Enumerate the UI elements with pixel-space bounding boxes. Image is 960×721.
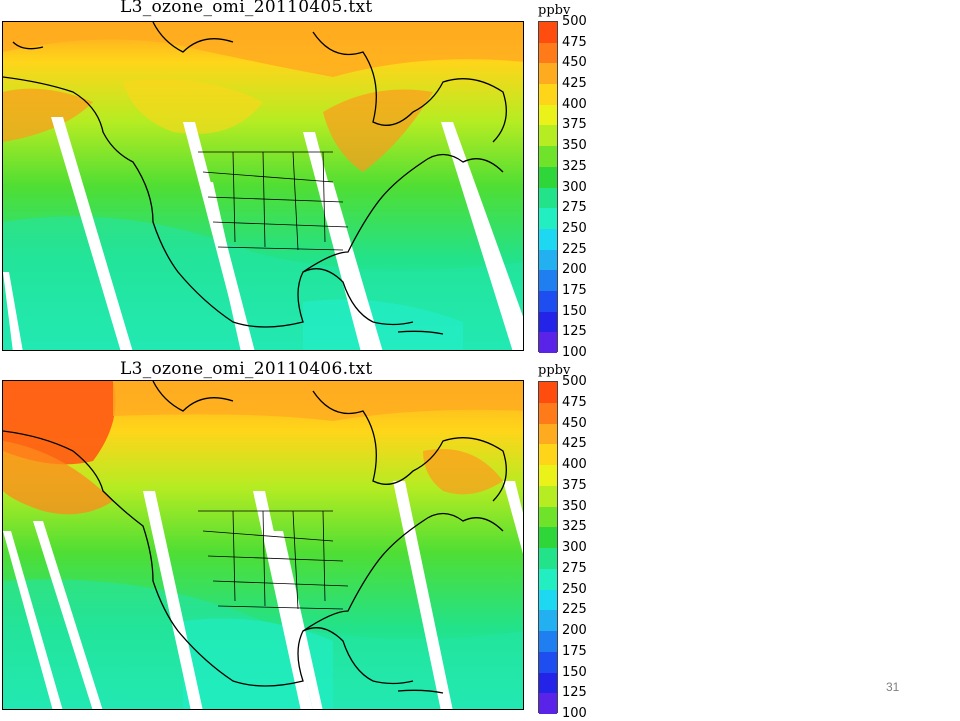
colorbar-tick-label: 275 — [562, 560, 587, 576]
colorbar-segment — [539, 208, 557, 229]
colorbar-1 — [538, 21, 558, 353]
colorbar-tick-label: 375 — [562, 477, 587, 493]
colorbar-tick-label: 100 — [562, 706, 587, 721]
coastlines — [3, 381, 507, 694]
colorbar-segment — [539, 548, 557, 569]
colorbar-tick-label: 450 — [562, 55, 587, 71]
mid-ozone-patch — [123, 79, 263, 134]
colorbar-segment — [539, 249, 557, 271]
high-ozone-patch-east — [323, 89, 433, 172]
colorbar-tick-label: 275 — [562, 200, 587, 216]
colorbar-segment — [539, 693, 557, 714]
colorbar-segment — [539, 672, 557, 694]
colorbar-segment — [539, 311, 557, 333]
colorbar-tick-label: 175 — [562, 282, 587, 298]
map-panel-1: L3_ozone_omi_20110405.txt — [0, 0, 610, 360]
high-ozone-band-west — [3, 441, 113, 515]
colorbar-segment — [539, 651, 557, 673]
colorbar-segment — [539, 485, 557, 507]
colorbar-tick-label: 150 — [562, 303, 587, 319]
colorbar-segment — [539, 527, 557, 548]
colorbar-segment — [539, 568, 557, 590]
ozone-map-2 — [3, 381, 523, 709]
colorbar-segment — [539, 228, 557, 250]
colorbar-tick-label: 325 — [562, 519, 587, 535]
page-number: 31 — [886, 680, 900, 694]
colorbar-segment — [539, 465, 557, 486]
colorbar-unit-1: ppbv — [538, 3, 571, 18]
high-ozone-patch-northwest — [3, 381, 116, 465]
colorbar-tick-label: 400 — [562, 96, 587, 112]
colorbar-segment — [539, 332, 557, 353]
colorbar-segment — [539, 63, 557, 85]
colorbar-tick-label: 150 — [562, 664, 587, 680]
colorbar-tick-label: 475 — [562, 394, 587, 410]
colorbar-segment — [539, 22, 557, 43]
colorbar-tick-label: 225 — [562, 241, 587, 257]
high-ozone-patch-east — [423, 449, 503, 495]
coastlines — [3, 22, 507, 335]
colorbar-segment — [539, 84, 557, 105]
state-borders — [198, 510, 349, 610]
colorbar-tick-label: 200 — [562, 623, 587, 638]
colorbar-segment — [539, 166, 557, 188]
colorbar-segment — [539, 631, 557, 652]
colorbar-tick-label: 450 — [562, 415, 587, 431]
colorbar-segment — [539, 187, 557, 209]
colorbar-tick-label: 300 — [562, 179, 587, 195]
colorbar-segment — [539, 589, 557, 611]
colorbar-tick-label: 100 — [562, 345, 587, 360]
colorbar-tick-label: 175 — [562, 643, 587, 659]
colorbar-segment — [539, 402, 557, 424]
colorbar-tick-label: 475 — [562, 34, 587, 50]
map-panel-2: L3_ozone_omi_20110406.txt — [0, 359, 610, 721]
colorbar-tick-label: 225 — [562, 602, 587, 618]
colorbar-tick-label: 250 — [562, 581, 587, 597]
colorbar-tick-label: 250 — [562, 220, 587, 236]
colorbar-segment — [539, 290, 557, 312]
colorbar-tick-label: 375 — [562, 117, 587, 133]
colorbar-segment — [539, 146, 557, 167]
colorbar-segment — [539, 423, 557, 445]
colorbar-tick-label: 350 — [562, 498, 587, 514]
missing-data-swaths — [3, 117, 523, 350]
colorbar-tick-label: 500 — [562, 374, 587, 389]
map-area-2 — [2, 380, 524, 710]
colorbar-segment — [539, 610, 557, 631]
colorbar-segment — [539, 506, 557, 528]
map-title-2: L3_ozone_omi_20110406.txt — [120, 359, 373, 379]
map-title-1: L3_ozone_omi_20110405.txt — [120, 0, 373, 17]
colorbar-segment — [539, 125, 557, 147]
colorbar-segment — [539, 444, 557, 465]
colorbar-tick-label: 350 — [562, 138, 587, 154]
ozone-map-1 — [3, 22, 523, 350]
high-ozone-band — [3, 22, 523, 77]
colorbar-tick-label: 425 — [562, 76, 587, 92]
colorbar-2 — [538, 381, 558, 714]
colorbar-tick-label: 325 — [562, 158, 587, 174]
colorbar-segment — [539, 42, 557, 64]
colorbar-segment — [539, 104, 557, 126]
colorbar-tick-label: 400 — [562, 457, 587, 472]
colorbar-tick-label: 125 — [562, 685, 587, 701]
colorbar-tick-label: 425 — [562, 436, 587, 452]
colorbar-unit-2: ppbv — [538, 363, 571, 378]
high-ozone-band-north — [113, 381, 523, 421]
map-area-1 — [2, 21, 524, 351]
colorbar-segment — [539, 270, 557, 291]
colorbar-tick-label: 125 — [562, 324, 587, 340]
state-borders — [198, 151, 349, 251]
caribbean-low — [303, 299, 463, 350]
colorbar-tick-label: 500 — [562, 14, 587, 29]
colorbar-tick-label: 200 — [562, 262, 587, 278]
high-ozone-patch-west — [3, 88, 93, 142]
colorbar-segment — [539, 382, 557, 403]
colorbar-tick-label: 300 — [562, 540, 587, 555]
